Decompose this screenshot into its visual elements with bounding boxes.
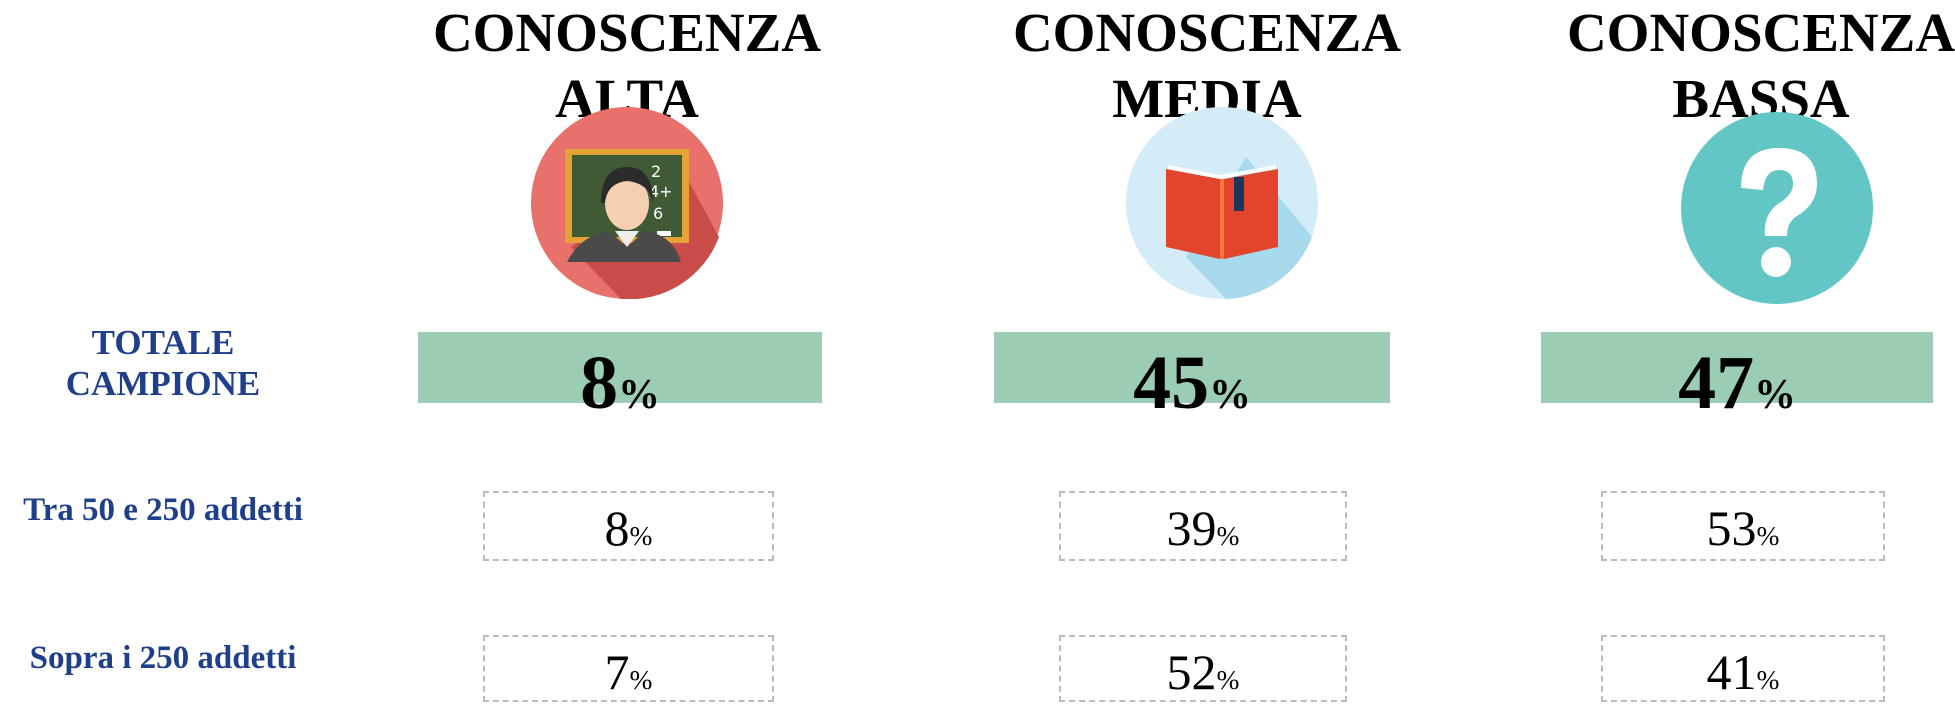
- row-label: Sopra i 250 addetti: [3, 638, 323, 678]
- book-icon: [1126, 107, 1318, 299]
- teacher-icon: 2 4+ 6: [531, 107, 723, 299]
- total-value: 8%: [418, 340, 822, 438]
- unit: %: [1217, 664, 1240, 695]
- value: 52: [1167, 644, 1217, 700]
- value: 47: [1678, 341, 1754, 425]
- unit: %: [1757, 520, 1780, 551]
- value: 41: [1707, 644, 1757, 700]
- unit: %: [630, 664, 653, 695]
- segment-value: 53%: [1601, 495, 1885, 569]
- row-label: Tra 50 e 250 addetti: [3, 490, 323, 530]
- value: 7: [605, 644, 630, 700]
- svg-text:2: 2: [651, 162, 661, 181]
- unit: %: [1757, 664, 1780, 695]
- unit: %: [618, 372, 660, 418]
- row-label: TOTALE CAMPIONE: [3, 322, 323, 404]
- question-icon: [1681, 112, 1873, 304]
- total-value: 45%: [994, 340, 1390, 438]
- value: 8: [580, 341, 618, 425]
- page: CONOSCENZA ALTACONOSCENZA MEDIACONOSCENZ…: [0, 0, 1955, 702]
- unit: %: [630, 520, 653, 551]
- segment-value: 39%: [1059, 495, 1347, 569]
- unit: %: [1209, 372, 1251, 418]
- total-value: 47%: [1541, 340, 1933, 438]
- unit: %: [1754, 372, 1796, 418]
- value: 8: [605, 500, 630, 556]
- unit: %: [1217, 520, 1240, 551]
- svg-text:6: 6: [653, 204, 663, 223]
- segment-value: 8%: [483, 495, 774, 569]
- value: 45: [1133, 341, 1209, 425]
- value: 53: [1707, 500, 1757, 556]
- value: 39: [1167, 500, 1217, 556]
